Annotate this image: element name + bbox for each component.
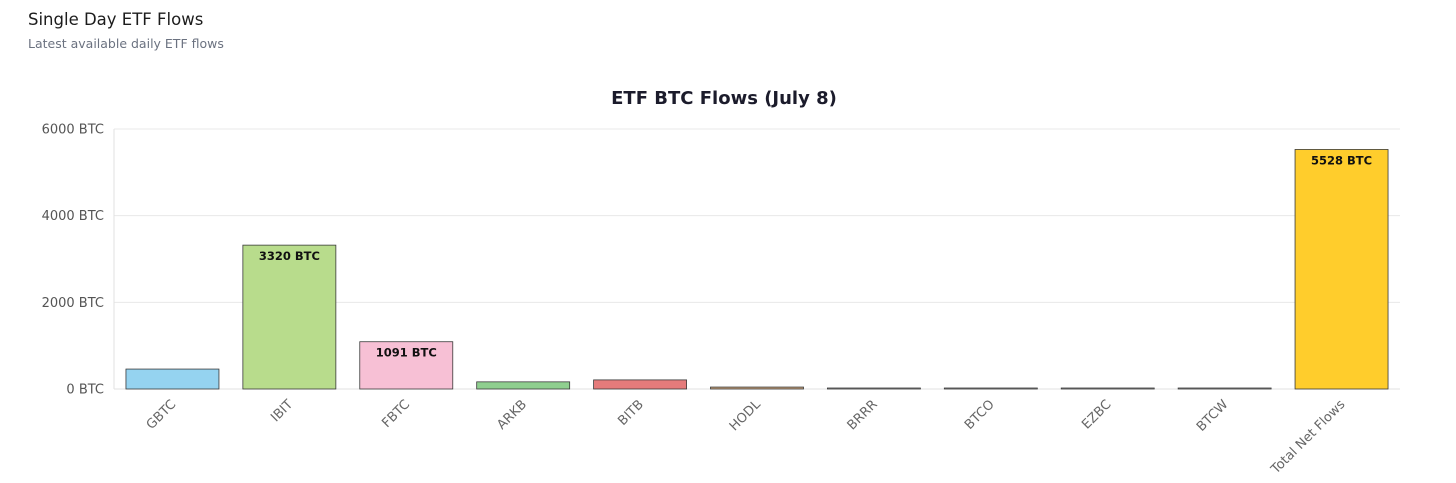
data-labels: 3320 BTC 1091 BTC 5528 BTC	[259, 153, 1372, 359]
bar-bitb[interactable]	[593, 379, 687, 390]
bar-btcw[interactable]	[1177, 387, 1272, 390]
x-tick-label: BTCW	[1194, 397, 1232, 435]
card-title: Single Day ETF Flows	[28, 10, 204, 29]
x-tick-label: FBTC	[379, 397, 413, 431]
chart-title: ETF BTC Flows (July 8)	[611, 88, 837, 109]
y-tick-label: 4000 BTC	[42, 209, 104, 224]
x-tick-label: EZBC	[1079, 397, 1114, 432]
x-tick-label: ARKB	[494, 397, 530, 433]
bar-ibit[interactable]	[242, 244, 337, 390]
bars	[125, 149, 1389, 390]
y-tick-label: 2000 BTC	[42, 296, 104, 311]
bar-ezbc[interactable]	[1060, 387, 1155, 390]
y-tick-label: 0 BTC	[66, 383, 104, 398]
bar-arkb[interactable]	[476, 381, 571, 390]
data-label: 5528 BTC	[1311, 153, 1372, 167]
data-label: 1091 BTC	[376, 346, 437, 360]
x-tick-label: BTCO	[962, 397, 998, 433]
card-header: Single Day ETF Flows Latest available da…	[28, 9, 224, 53]
bar-total-net-flows[interactable]	[1294, 149, 1389, 390]
x-axis: GBTC IBIT FBTC ARKB BITB HODL BRRR BTCO EZBC BTCW…	[144, 397, 1349, 478]
x-tick-label: Total Net Flows	[1268, 397, 1349, 478]
data-label: 3320 BTC	[259, 249, 320, 263]
bar-gbtc[interactable]	[125, 368, 220, 390]
x-tick-label: BRRR	[845, 397, 881, 433]
bar-brrr[interactable]	[827, 387, 921, 390]
x-tick-label: HODL	[727, 397, 764, 434]
x-tick-label: BITB	[615, 397, 647, 429]
bar-btco[interactable]	[943, 387, 1038, 390]
bar-hodl[interactable]	[710, 386, 804, 390]
card-subtitle: Latest available daily ETF flows	[28, 36, 224, 51]
bar-fbtc[interactable]	[359, 341, 454, 390]
x-tick-label: GBTC	[144, 397, 180, 433]
y-axis: 0 BTC 2000 BTC 4000 BTC 6000 BTC	[42, 123, 104, 398]
y-tick-label: 6000 BTC	[42, 123, 104, 138]
x-tick-label: IBIT	[268, 397, 296, 425]
